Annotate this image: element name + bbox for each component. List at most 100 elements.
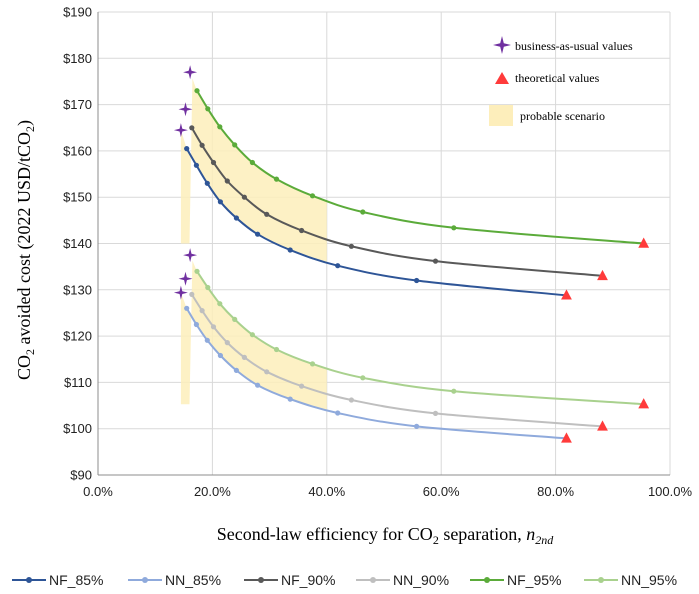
data-point-nn-85 (193, 321, 199, 328)
data-point-nf-95 (451, 225, 457, 231)
data-point-nn-95 (217, 301, 223, 307)
y-tick-label: $100 (63, 421, 92, 436)
theoretical-marker-nn-90 (597, 420, 608, 431)
data-point-nf-95 (360, 209, 366, 215)
data-point-nf-90 (348, 243, 354, 249)
legend-label-nf-85: NF_85% (49, 572, 103, 588)
y-tick-label: $140 (63, 236, 92, 251)
x-tick-label: 60.0% (423, 484, 460, 499)
data-point-nf-95 (273, 176, 280, 182)
data-point-nn-85 (255, 382, 261, 388)
data-point-nn-85 (204, 337, 210, 343)
probable-scenario-band-nn (180, 260, 327, 410)
data-point-nf-95 (309, 193, 316, 199)
theoretical-marker-icon (495, 72, 509, 84)
x-tick-label: 20.0% (194, 484, 231, 499)
bau-marker-nf-95 (183, 65, 198, 80)
y-tick-label: $170 (63, 97, 92, 112)
theoretical-marker-nf-90 (597, 269, 608, 281)
theoretical-marker-nf-85 (561, 289, 572, 300)
data-point-nn-90 (299, 383, 305, 389)
data-point-nn-90 (224, 340, 230, 346)
bau-annotation-label: business-as-usual values (515, 39, 633, 53)
theoretical-marker-nf-95 (638, 237, 650, 248)
data-point-nn-90 (210, 324, 217, 330)
data-point-nf-90 (224, 178, 230, 184)
data-point-nf-90 (199, 142, 205, 148)
legend-marker-nn-90 (370, 577, 376, 583)
legend-label-nf-95: NF_95% (507, 572, 561, 588)
data-point-nn-95 (249, 332, 255, 338)
legend-marker-nn-85 (142, 577, 148, 583)
data-point-nn-85 (217, 352, 223, 359)
data-point-nn-95 (205, 284, 211, 291)
data-point-nf-90 (432, 258, 439, 264)
data-point-nn-85 (287, 396, 293, 402)
data-point-nf-85 (193, 162, 199, 168)
y-tick-label: $190 (63, 5, 92, 20)
theoretical-marker-nn-95 (638, 398, 650, 409)
legend-marker-nf-85 (26, 577, 32, 583)
probable-annotation-label: probable scenario (520, 109, 605, 123)
data-point-nn-90 (189, 291, 195, 297)
data-point-nf-95 (205, 106, 211, 112)
data-point-nn-85 (335, 410, 341, 416)
series-legend: NF_85% NN_85% NF_90% NN_90% NF_95% NN_95% (12, 572, 677, 588)
theoretical-annotation-label: theoretical values (515, 71, 600, 85)
axes (97, 12, 670, 476)
y-tick-label: $180 (63, 51, 92, 66)
data-point-nn-95 (273, 346, 280, 353)
legend-label-nn-90: NN_90% (393, 572, 449, 588)
y-tick-label: $90 (70, 468, 92, 483)
data-point-nf-90 (241, 194, 247, 200)
x-tick-label: 0.0% (83, 484, 113, 499)
data-point-nf-95 (249, 159, 255, 166)
data-point-nn-90 (432, 410, 439, 416)
data-point-nn-95 (309, 361, 316, 367)
bau-marker-nf-85 (173, 123, 188, 138)
data-point-nf-95 (232, 142, 238, 148)
tick-labels: $90 $100 $110 $120 $130 $140 $150 $160 $170 $180 $… (63, 5, 692, 500)
legend-marker-nf-90 (258, 577, 264, 583)
y-tick-label: $160 (63, 143, 92, 158)
bau-marker-icon (493, 36, 511, 54)
y-tick-label: $130 (63, 282, 92, 297)
probable-scenario-band-nf (180, 78, 327, 263)
data-point-nf-85 (255, 231, 261, 237)
y-axis-title: CO2 avoided cost (2022 USD/tCO2) (14, 120, 37, 380)
series-lines (173, 65, 650, 443)
data-point-nn-90 (264, 369, 270, 375)
y-tick-label: $110 (64, 375, 92, 390)
legend-label-nn-95: NN_95% (621, 572, 677, 588)
data-point-nn-90 (199, 308, 205, 314)
data-point-nn-95 (232, 316, 238, 322)
data-point-nf-85 (233, 215, 239, 221)
annotation-legend: business-as-usual values theoretical val… (489, 36, 633, 126)
data-point-nf-85 (184, 146, 190, 152)
legend-marker-nf-95 (484, 577, 490, 583)
legend-label-nn-85: NN_85% (165, 572, 221, 588)
data-point-nf-90 (210, 159, 217, 166)
data-point-nn-95 (360, 375, 366, 381)
data-point-nf-85 (217, 199, 223, 205)
data-point-nf-90 (264, 211, 270, 217)
probable-scenario-regions (180, 78, 327, 410)
legend-marker-nn-95 (598, 577, 604, 583)
data-point-nf-95 (217, 124, 223, 130)
bau-marker-nn-95 (183, 248, 198, 263)
data-point-nn-90 (348, 397, 354, 403)
data-point-nf-85 (287, 247, 293, 253)
x-axis-title: Second-law efficiency for CO2 separation… (217, 524, 555, 547)
data-point-nn-85 (414, 423, 420, 429)
x-tick-label: 40.0% (308, 484, 345, 499)
probable-scenario-swatch (489, 105, 513, 126)
bau-marker-nf-90 (178, 102, 193, 117)
data-point-nf-85 (414, 277, 420, 284)
data-point-nn-85 (233, 367, 239, 373)
x-tick-label: 80.0% (537, 484, 574, 499)
bau-marker-nn-90 (178, 271, 193, 286)
data-point-nn-85 (184, 305, 190, 311)
legend-label-nf-90: NF_90% (281, 572, 335, 588)
data-point-nf-90 (189, 125, 195, 131)
